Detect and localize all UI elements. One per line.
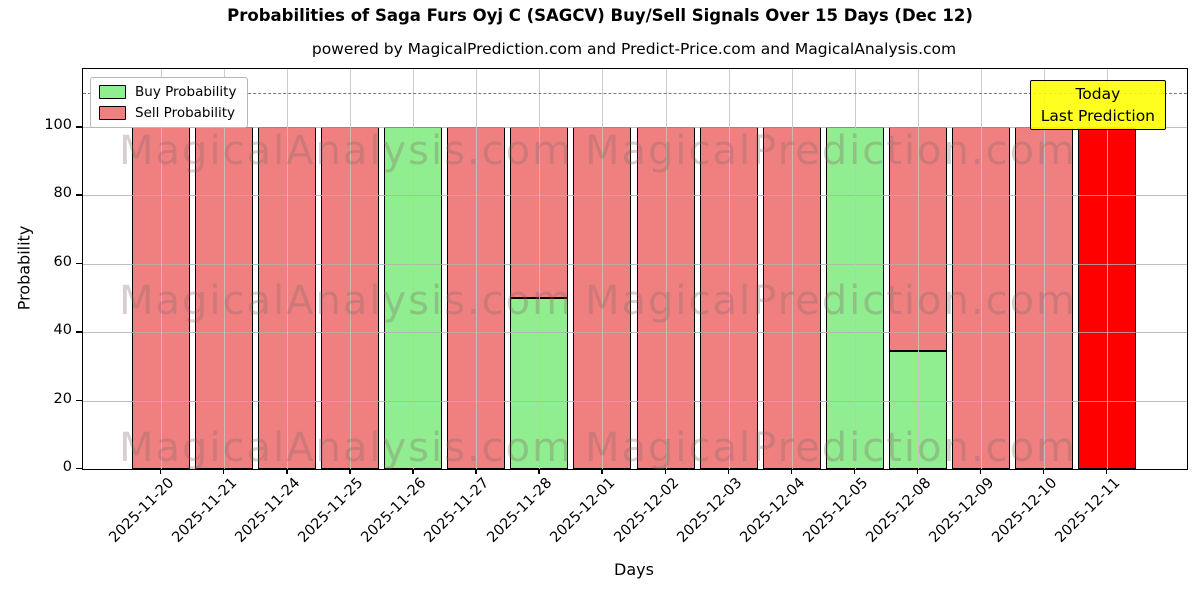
- x-tick-2025-11-24: [286, 469, 288, 474]
- x-axis-label: Days: [614, 560, 654, 579]
- sell-legend-swatch: [99, 106, 126, 120]
- h-gridline-80: [83, 195, 1187, 197]
- x-tick-label-2025-12-04: 2025-12-04: [737, 475, 809, 546]
- y-tick-label-80: 80: [53, 185, 72, 202]
- v-gridline-2025-11-24: [287, 69, 289, 469]
- v-gridline-2025-12-05: [854, 69, 856, 469]
- x-tick-2025-11-28: [538, 469, 540, 474]
- buy-legend-swatch: [99, 85, 126, 99]
- watermark-right-2: MagicalPrediction.com: [585, 425, 1077, 471]
- x-tick-2025-12-09: [979, 469, 982, 474]
- h-gridline-60: [83, 263, 1187, 265]
- x-tick-label-2025-11-24: 2025-11-24: [232, 475, 304, 546]
- chart-title: Probabilities of Saga Furs Oyj C (SAGCV)…: [227, 6, 973, 25]
- h-gridline-20: [83, 400, 1187, 402]
- plot-area: Buy Probability Sell Probability Today L…: [82, 68, 1188, 471]
- today-annotation: Today Last Prediction: [1029, 80, 1166, 130]
- x-tick-2025-12-10: [1042, 469, 1045, 474]
- today-annotation-line1: Today: [1075, 85, 1121, 103]
- buy-legend-label: Buy Probability: [135, 84, 237, 100]
- y-tick-80: [76, 194, 82, 196]
- x-tick-2025-11-26: [412, 469, 414, 474]
- y-tick-label-60: 60: [53, 253, 72, 270]
- x-tick-label-2025-12-10: 2025-12-10: [989, 475, 1061, 546]
- y-tick-40: [76, 331, 82, 333]
- y-tick-label-100: 100: [44, 117, 72, 134]
- x-tick-2025-12-03: [727, 469, 730, 474]
- x-tick-2025-11-21: [223, 469, 225, 474]
- v-gridline-2025-11-28: [539, 69, 541, 469]
- legend: Buy Probability Sell Probability: [90, 77, 249, 128]
- v-gridline-2025-12-11: [1107, 69, 1109, 469]
- v-gridline-2025-12-03: [728, 69, 730, 469]
- y-tick-60: [76, 262, 82, 265]
- x-tick-2025-12-08: [916, 469, 919, 474]
- legend-item-buy: Buy Probability: [99, 84, 236, 100]
- today-annotation-line2: Last Prediction: [1040, 107, 1155, 125]
- v-gridline-2025-11-26: [413, 69, 415, 469]
- x-tick-label-2025-11-26: 2025-11-26: [358, 475, 430, 546]
- y-tick-label-0: 0: [62, 459, 72, 475]
- threshold-dashed-line: [83, 92, 1187, 94]
- h-gridline-40: [83, 332, 1187, 334]
- watermark-left-1: MagicalAnalysis.com: [118, 278, 574, 324]
- x-tick-label-2025-11-25: 2025-11-25: [295, 475, 367, 546]
- x-tick-label-2025-11-28: 2025-11-28: [484, 475, 556, 546]
- x-tick-2025-11-20: [160, 469, 162, 474]
- x-tick-2025-12-05: [853, 469, 856, 474]
- v-gridline-2025-11-20: [161, 69, 162, 469]
- watermark-right-0: MagicalPrediction.com: [585, 128, 1077, 174]
- v-gridline-2025-12-10: [1043, 69, 1045, 469]
- x-tick-label-2025-12-08: 2025-12-08: [863, 475, 935, 546]
- x-tick-2025-12-04: [790, 469, 793, 474]
- x-tick-label-2025-11-21: 2025-11-21: [169, 475, 241, 546]
- y-tick-100: [76, 126, 82, 128]
- y-tick-20: [76, 399, 82, 401]
- v-gridline-2025-12-08: [917, 69, 919, 469]
- x-tick-label-2025-12-05: 2025-12-05: [800, 475, 872, 546]
- x-tick-label-2025-12-09: 2025-12-09: [926, 475, 998, 546]
- v-gridline-2025-11-21: [224, 69, 226, 469]
- x-tick-label-2025-11-20: 2025-11-20: [106, 475, 178, 546]
- chart-subtitle: powered by MagicalPrediction.com and Pre…: [311, 40, 957, 58]
- x-tick-2025-12-11: [1106, 469, 1108, 474]
- v-gridline-2025-12-09: [980, 69, 982, 469]
- v-gridline-2025-11-25: [350, 69, 352, 469]
- x-tick-label-2025-11-27: 2025-11-27: [421, 475, 493, 546]
- v-gridline-2025-12-02: [665, 69, 667, 469]
- x-tick-label-2025-12-01: 2025-12-01: [547, 475, 619, 546]
- watermark-right-1: MagicalPrediction.com: [585, 278, 1077, 324]
- watermark-left-2: MagicalAnalysis.com: [118, 425, 574, 471]
- legend-item-sell: Sell Probability: [99, 105, 236, 121]
- v-gridline-2025-11-27: [476, 69, 478, 469]
- x-tick-label-2025-12-02: 2025-12-02: [610, 475, 682, 546]
- x-tick-2025-11-25: [349, 469, 351, 474]
- sell-legend-label: Sell Probability: [135, 105, 236, 121]
- x-tick-2025-11-27: [475, 469, 477, 474]
- y-tick-label-40: 40: [53, 322, 72, 339]
- y-tick-0: [76, 468, 82, 470]
- v-gridline-2025-12-04: [791, 69, 793, 469]
- x-tick-label-2025-12-11: 2025-12-11: [1052, 475, 1124, 546]
- v-gridline-2025-12-01: [602, 69, 604, 469]
- x-tick-2025-12-02: [664, 469, 666, 474]
- x-tick-label-2025-12-03: 2025-12-03: [674, 475, 745, 546]
- h-gridline-100: [83, 127, 1187, 129]
- x-tick-2025-12-01: [601, 469, 603, 474]
- watermark-left-0: MagicalAnalysis.com: [118, 128, 574, 174]
- y-tick-label-20: 20: [53, 390, 72, 407]
